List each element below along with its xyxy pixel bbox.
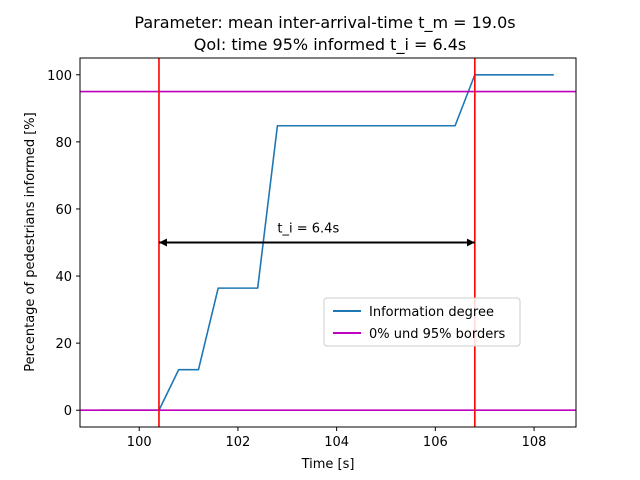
y-tick-label-60: 60: [55, 203, 72, 218]
legend: Information degree 0% und 95% borders: [323, 297, 521, 347]
x-tick-label-104: 104: [324, 435, 349, 450]
chart-title-line1: Parameter: mean inter-arrival-time t_m =…: [134, 13, 515, 33]
x-tick-label-106: 106: [423, 435, 448, 450]
y-axis-label: Percentage of pedestrians informed [%]: [23, 112, 38, 371]
x-tick-label-100: 100: [127, 435, 152, 450]
x-axis-label: Time [s]: [301, 457, 355, 472]
x-tick-label-102: 102: [226, 435, 251, 450]
legend-label-borders: 0% und 95% borders: [369, 327, 506, 342]
y-tick-label-0: 0: [64, 404, 72, 419]
y-tick-label-100: 100: [47, 69, 72, 84]
legend-label-information-degree: Information degree: [369, 305, 494, 320]
axis-ticks: 100 102 104 106 108 0 20 40 60 80 100: [47, 69, 546, 450]
legend-box: [323, 297, 521, 347]
plot-frame: [79, 57, 577, 428]
y-tick-label-20: 20: [55, 337, 72, 352]
x-tick-label-108: 108: [522, 435, 547, 450]
y-tick-label-80: 80: [55, 136, 72, 151]
annotation-t-i: t_i = 6.4s: [277, 221, 339, 236]
y-tick-label-40: 40: [55, 270, 72, 285]
chart-title-line2: QoI: time 95% informed t_i = 6.4s: [194, 35, 467, 55]
series-line-information-degree: [99, 73, 554, 412]
plot-area: [80, 58, 576, 427]
